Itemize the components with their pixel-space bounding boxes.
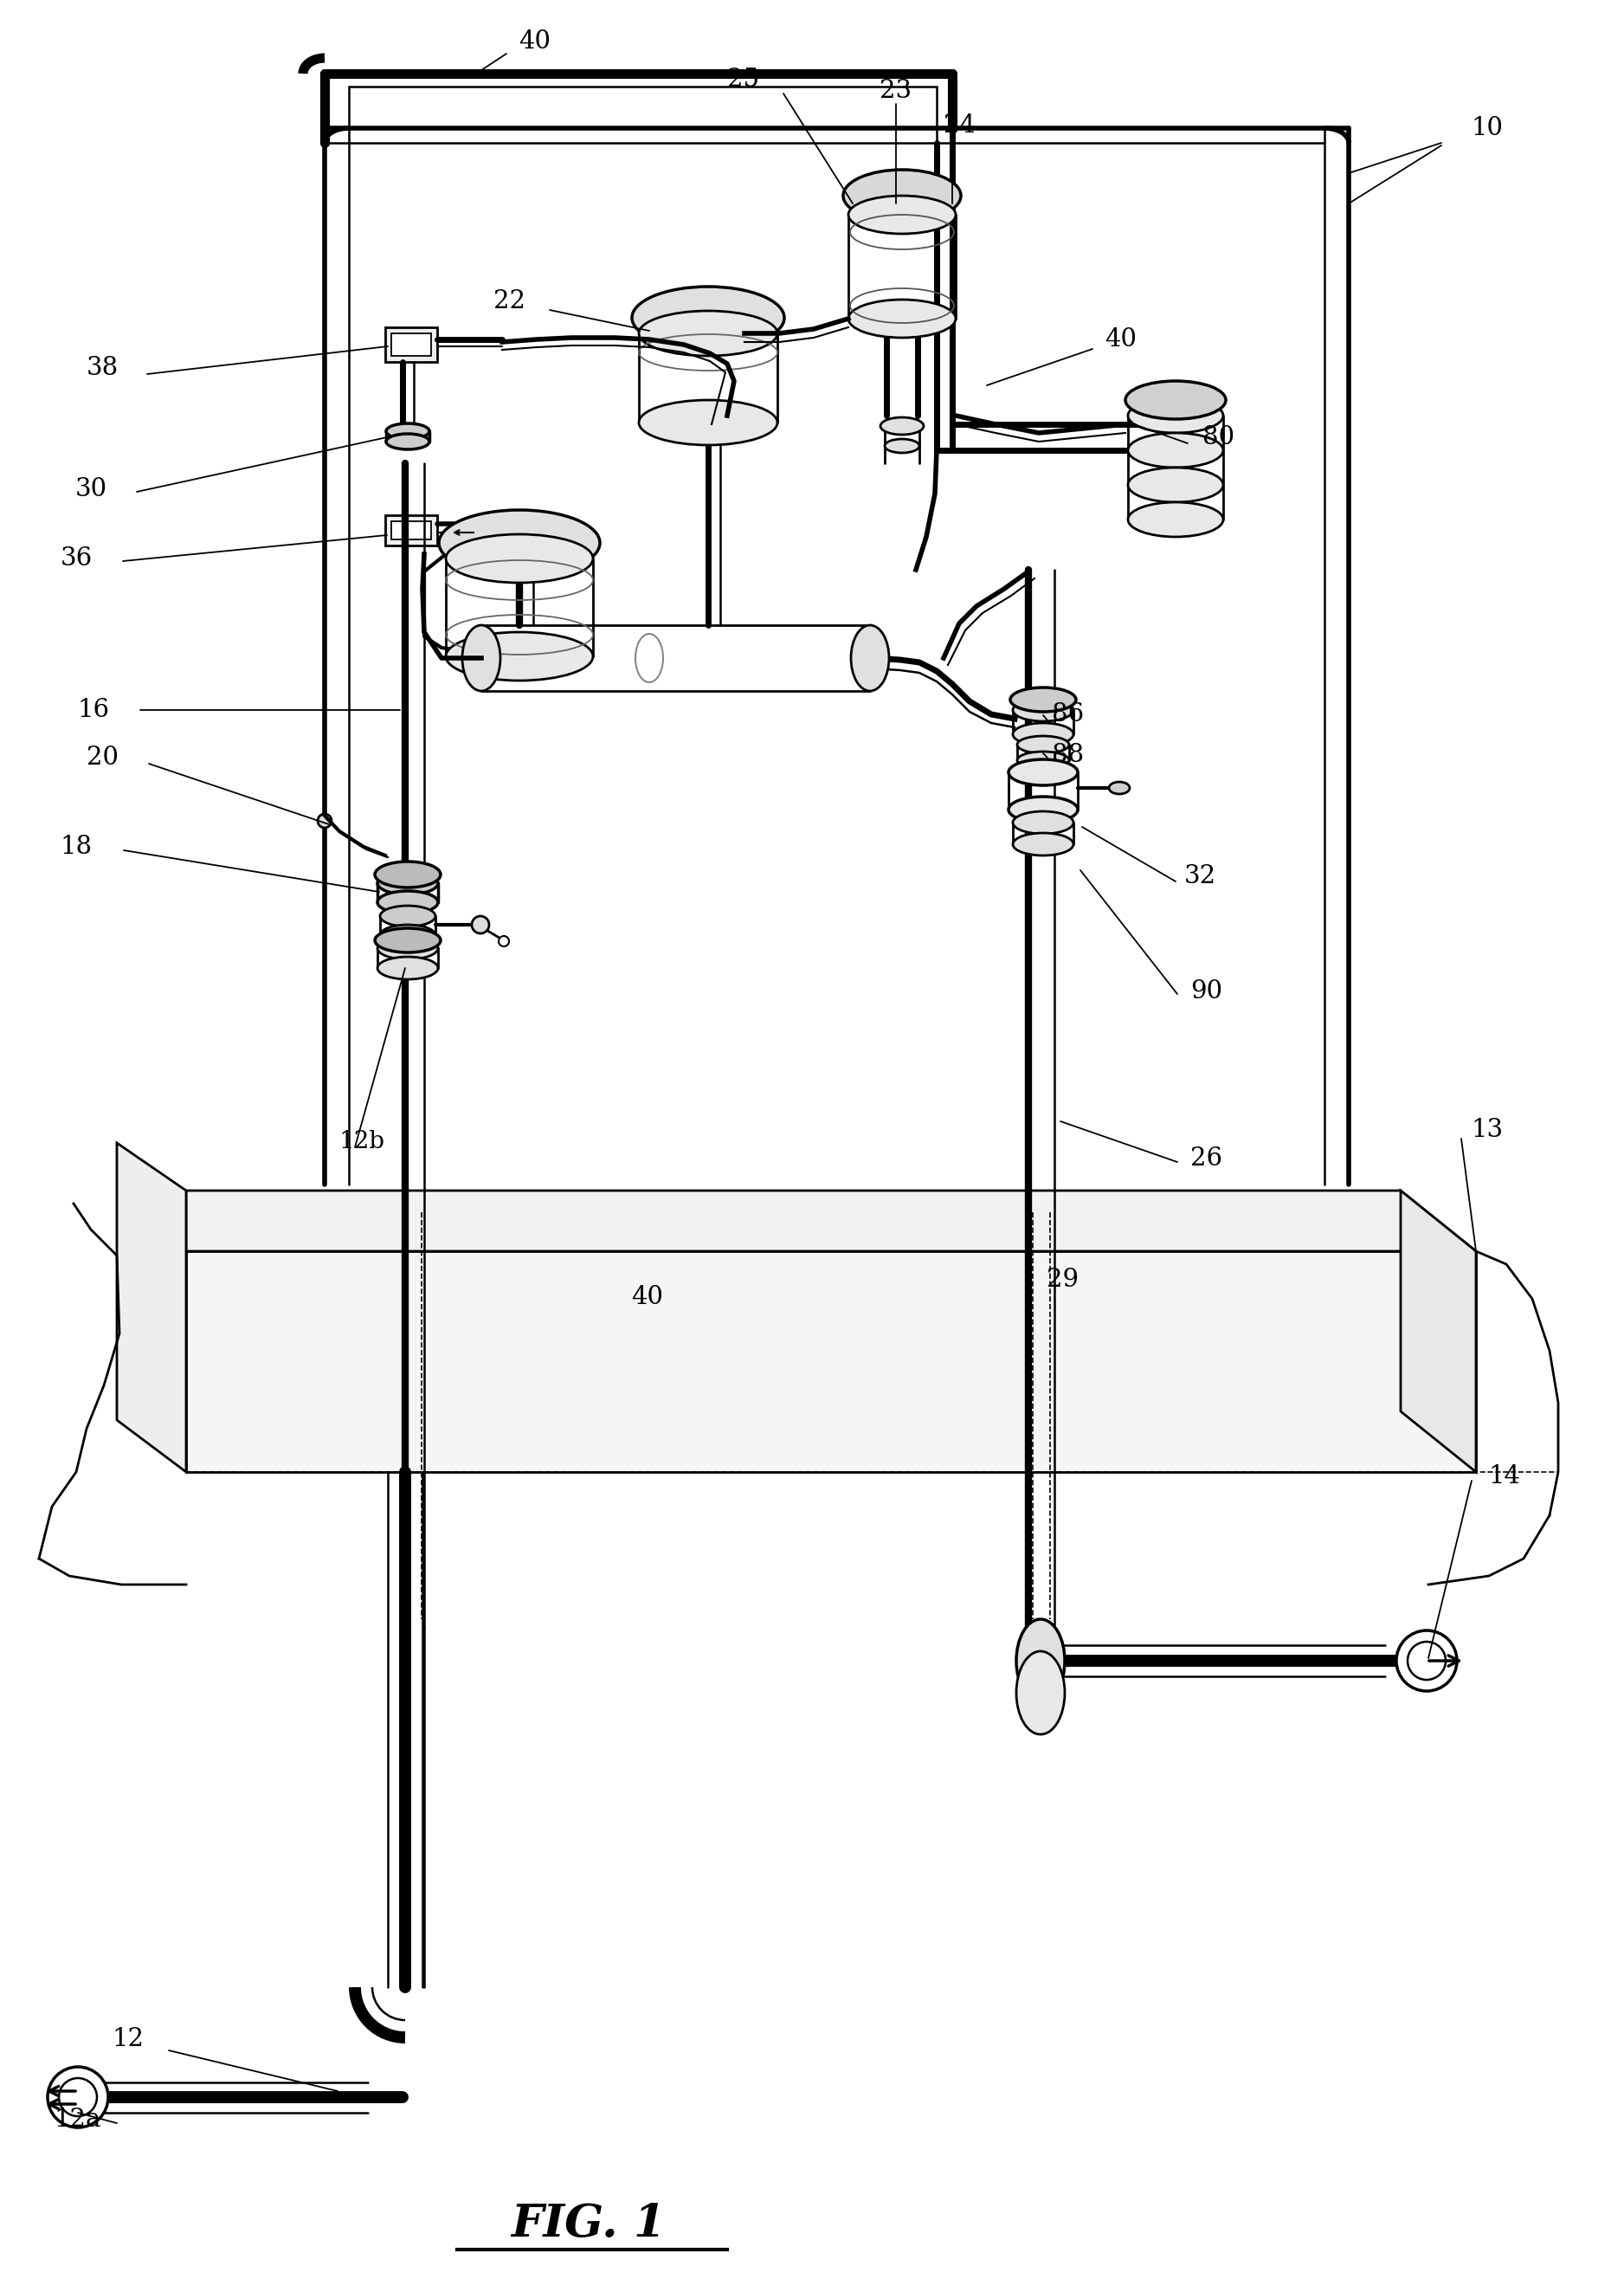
Text: 12a: 12a xyxy=(54,2108,102,2131)
Ellipse shape xyxy=(1109,782,1130,793)
Polygon shape xyxy=(385,515,437,545)
Ellipse shape xyxy=(447,533,593,583)
Ellipse shape xyxy=(377,891,438,914)
Ellipse shape xyxy=(447,631,593,681)
Text: 25: 25 xyxy=(726,68,758,91)
Text: 30: 30 xyxy=(75,476,107,501)
Ellipse shape xyxy=(375,861,440,887)
Ellipse shape xyxy=(632,287,784,349)
Text: 40: 40 xyxy=(632,1285,664,1308)
Text: 23: 23 xyxy=(880,80,913,103)
Ellipse shape xyxy=(843,169,961,221)
Text: 32: 32 xyxy=(1184,864,1216,889)
Text: 22: 22 xyxy=(494,289,525,315)
Ellipse shape xyxy=(885,440,919,454)
Text: 29: 29 xyxy=(1047,1267,1078,1292)
Text: 26: 26 xyxy=(1190,1146,1223,1171)
Ellipse shape xyxy=(377,873,438,893)
Text: 16: 16 xyxy=(78,697,109,722)
Ellipse shape xyxy=(377,937,438,959)
Text: 90: 90 xyxy=(1190,980,1223,1003)
Ellipse shape xyxy=(848,196,955,235)
Circle shape xyxy=(58,2078,97,2117)
Text: 13: 13 xyxy=(1471,1119,1504,1142)
Ellipse shape xyxy=(380,925,435,946)
Circle shape xyxy=(1397,1629,1457,1691)
Ellipse shape xyxy=(1129,433,1223,467)
Text: 12: 12 xyxy=(112,2026,145,2051)
Text: 40: 40 xyxy=(1104,328,1137,351)
Ellipse shape xyxy=(387,433,429,449)
Circle shape xyxy=(318,814,331,827)
Circle shape xyxy=(499,937,508,946)
Polygon shape xyxy=(187,1251,1476,1472)
Polygon shape xyxy=(1400,1190,1476,1472)
Ellipse shape xyxy=(1013,811,1073,834)
Ellipse shape xyxy=(1009,759,1078,786)
Text: 40: 40 xyxy=(520,30,551,55)
Text: 24: 24 xyxy=(944,114,974,137)
Ellipse shape xyxy=(1129,399,1223,433)
Ellipse shape xyxy=(1010,688,1077,711)
Ellipse shape xyxy=(377,957,438,980)
Ellipse shape xyxy=(848,299,955,337)
Circle shape xyxy=(1408,1641,1445,1680)
Ellipse shape xyxy=(638,310,778,356)
Polygon shape xyxy=(117,1144,187,1472)
Ellipse shape xyxy=(1125,381,1226,419)
Ellipse shape xyxy=(1017,1652,1065,1734)
Ellipse shape xyxy=(1129,467,1223,501)
Text: 12b: 12b xyxy=(339,1130,385,1153)
Polygon shape xyxy=(391,522,430,540)
Polygon shape xyxy=(391,333,430,356)
Ellipse shape xyxy=(375,928,440,953)
Ellipse shape xyxy=(1017,736,1069,754)
Text: 38: 38 xyxy=(86,356,119,381)
Ellipse shape xyxy=(1129,501,1223,538)
Text: 20: 20 xyxy=(86,745,119,770)
Text: 18: 18 xyxy=(60,834,93,859)
Text: 88: 88 xyxy=(1052,743,1085,768)
Ellipse shape xyxy=(1017,1618,1065,1702)
Ellipse shape xyxy=(387,424,429,440)
Text: FIG. 1: FIG. 1 xyxy=(512,2202,666,2245)
Text: 86: 86 xyxy=(1052,702,1085,727)
Ellipse shape xyxy=(638,401,778,444)
Circle shape xyxy=(473,916,489,934)
Polygon shape xyxy=(187,1190,1476,1251)
Text: 14: 14 xyxy=(1489,1463,1520,1488)
Ellipse shape xyxy=(463,624,500,691)
Ellipse shape xyxy=(1013,700,1073,720)
Ellipse shape xyxy=(880,417,924,435)
Ellipse shape xyxy=(380,905,435,928)
Ellipse shape xyxy=(1013,834,1073,855)
Ellipse shape xyxy=(1017,752,1069,768)
Ellipse shape xyxy=(1009,798,1078,823)
Ellipse shape xyxy=(438,510,599,577)
Text: 80: 80 xyxy=(1203,426,1234,449)
Polygon shape xyxy=(385,328,437,362)
Text: 36: 36 xyxy=(60,547,93,570)
Ellipse shape xyxy=(1013,722,1073,745)
Ellipse shape xyxy=(851,624,888,691)
Text: 10: 10 xyxy=(1471,116,1504,141)
Circle shape xyxy=(47,2067,109,2129)
